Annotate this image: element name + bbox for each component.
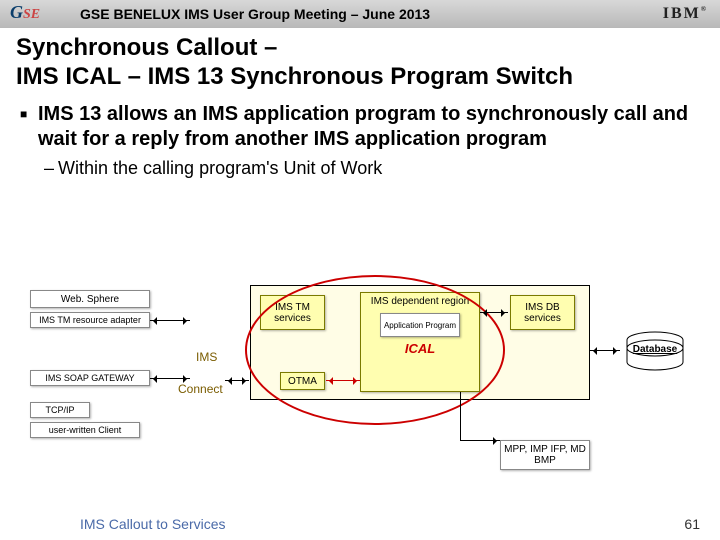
footer-left: IMS Callout to Services bbox=[80, 516, 226, 532]
box-user-client: user-written Client bbox=[30, 422, 140, 438]
bullet-main: IMS 13 allows an IMS application program… bbox=[20, 102, 700, 152]
arrow-5 bbox=[590, 350, 620, 351]
box-websphere: Web. Sphere bbox=[30, 290, 150, 308]
cylinder-icon bbox=[620, 330, 690, 380]
ims-connect-bottom: Connect bbox=[178, 382, 223, 396]
line-down bbox=[460, 392, 461, 440]
arrow-3 bbox=[225, 380, 249, 381]
ims-connect-top: IMS bbox=[196, 350, 217, 364]
diagram: Web. Sphere IMS TM resource adapter IMS … bbox=[0, 280, 720, 490]
database-icon: Database bbox=[620, 330, 690, 385]
box-tcpip: TCP/IP bbox=[30, 402, 90, 418]
ellipse-highlight bbox=[245, 275, 505, 425]
bullet-sub: Within the calling program's Unit of Wor… bbox=[44, 158, 700, 179]
box-soap-gateway: IMS SOAP GATEWAY bbox=[30, 370, 150, 386]
slide-title: Synchronous Callout – IMS ICAL – IMS 13 … bbox=[0, 28, 720, 94]
arrow-red-1 bbox=[326, 380, 360, 381]
arrow-1 bbox=[150, 320, 190, 321]
bullets: IMS 13 allows an IMS application program… bbox=[0, 94, 720, 179]
box-resource-adapter: IMS TM resource adapter bbox=[30, 312, 150, 328]
arrow-4 bbox=[480, 312, 508, 313]
arrow-6 bbox=[460, 440, 500, 441]
box-mpp: MPP, IMP IFP, MD BMP bbox=[500, 440, 590, 470]
box-db-services: IMS DB services bbox=[510, 295, 575, 330]
gse-logo: GSE bbox=[10, 2, 50, 26]
ibm-logo: IBM® bbox=[663, 5, 708, 23]
arrow-2 bbox=[150, 378, 190, 379]
header-bar: GSE GSE BENELUX IMS User Group Meeting –… bbox=[0, 0, 720, 28]
footer-right: 61 bbox=[684, 516, 700, 532]
header-title: GSE BENELUX IMS User Group Meeting – Jun… bbox=[80, 6, 430, 22]
